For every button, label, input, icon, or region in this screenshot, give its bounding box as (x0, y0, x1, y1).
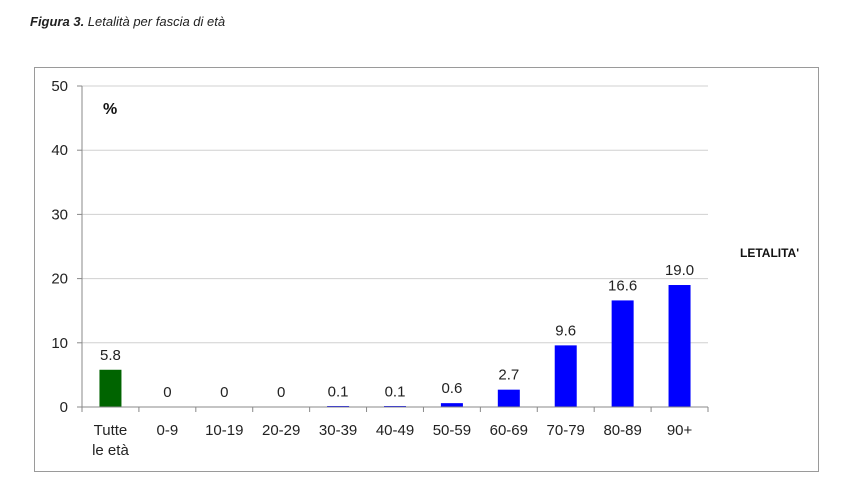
x-tick-label: 10-19 (205, 422, 243, 439)
data-label: 2.7 (498, 367, 519, 384)
y-tick-label: 30 (51, 206, 68, 223)
data-label: 9.6 (555, 322, 576, 339)
x-tick-label: 80-89 (603, 422, 641, 439)
bar-60-69 (497, 389, 520, 407)
x-tick-label-line: 40-49 (376, 422, 414, 439)
y-tick-label: 10 (51, 335, 68, 352)
bar-Tutte le età (99, 369, 122, 407)
y-unit-label: % (103, 101, 117, 118)
x-tick-label-line: 60-69 (490, 422, 528, 439)
y-tick-label: 40 (51, 142, 68, 159)
bar-80-89 (611, 300, 634, 407)
x-tick-label: 0-9 (157, 422, 179, 439)
legend-label: LETALITA' (740, 246, 799, 260)
x-tick-label: 50-59 (433, 422, 471, 439)
bars (99, 285, 691, 407)
figure-caption: Figura 3. Letalità per fascia di età (30, 14, 225, 29)
y-axis-ticks: 0 10 20 30 40 50 (51, 78, 82, 416)
bar-90+ (668, 285, 691, 407)
data-labels: 5.8 0 0 0 0.1 0.1 0.6 2.7 9.6 16.6 19.0 (100, 262, 694, 401)
x-tick-label-line: 50-59 (433, 422, 471, 439)
x-tick-label-line: le età (92, 442, 129, 459)
y-tick-label: 50 (51, 78, 68, 95)
x-tick-label: 60-69 (490, 422, 528, 439)
data-label: 16.6 (608, 277, 637, 294)
x-tick-label-line: 0-9 (157, 422, 179, 439)
x-tick-label: 90+ (667, 422, 693, 439)
data-label: 0 (277, 384, 285, 401)
figure-number: Figura 3. (30, 14, 85, 29)
x-tick-label-line: 80-89 (603, 422, 641, 439)
x-tick-label: 30-39 (319, 422, 357, 439)
x-tick-label: Tutte le età (92, 422, 129, 459)
x-tick-label-line: 20-29 (262, 422, 300, 439)
data-label: 0 (220, 384, 228, 401)
x-tick-label-line: 70-79 (547, 422, 585, 439)
x-tick-label-line: 10-19 (205, 422, 243, 439)
x-tick-label: 20-29 (262, 422, 300, 439)
x-tick-label-line: Tutte (94, 422, 128, 439)
data-label: 0.1 (385, 383, 406, 400)
data-label: 0.6 (441, 380, 462, 397)
x-tick-label: 70-79 (547, 422, 585, 439)
x-tick-label-line: 90+ (667, 422, 693, 439)
y-tick-label: 0 (60, 399, 68, 416)
x-axis-ticks: Tutte le età 0-9 10-19 20-29 30-39 40-49 50-59 6… (81, 407, 709, 459)
data-label: 5.8 (100, 347, 121, 364)
y-tick-label: 20 (51, 271, 68, 288)
figure-title: Letalità per fascia di età (84, 14, 226, 29)
bar-70-79 (554, 345, 577, 407)
bar-50-59 (440, 403, 463, 407)
chart-frame (34, 67, 819, 472)
x-tick-label-line: 30-39 (319, 422, 357, 439)
data-label: 0.1 (328, 383, 349, 400)
x-tick-label: 40-49 (376, 422, 414, 439)
data-label: 0 (163, 384, 171, 401)
data-label: 19.0 (665, 262, 694, 279)
gridlines (82, 85, 708, 344)
